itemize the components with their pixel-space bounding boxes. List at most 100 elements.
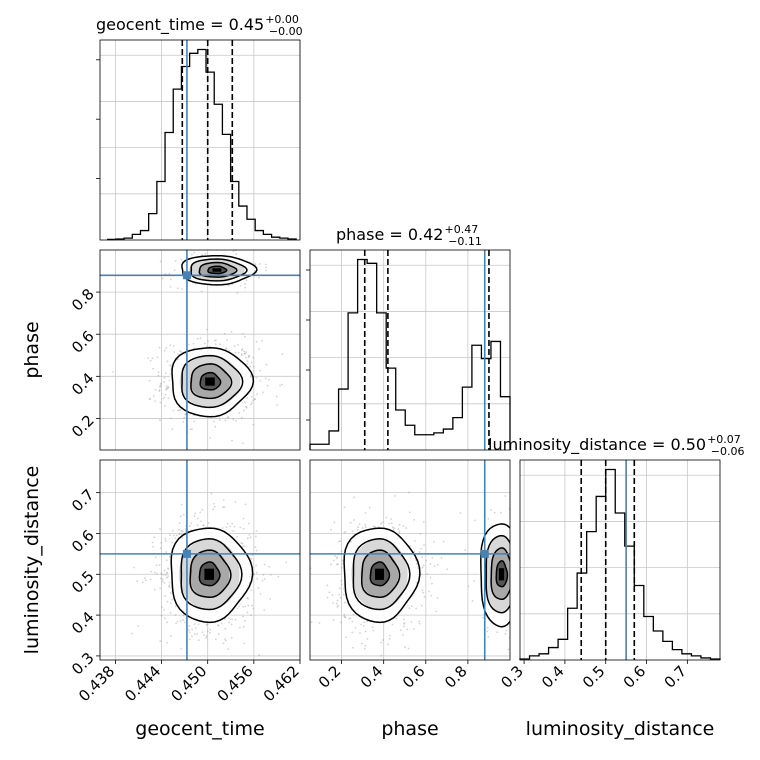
scatter-point (256, 577, 258, 580)
scatter-point (246, 396, 248, 399)
scatter-point (176, 358, 179, 361)
scatter-point (410, 620, 413, 623)
scatter-point (148, 398, 151, 401)
scatter-point (363, 647, 366, 650)
scatter-point (163, 376, 166, 379)
scatter-point (425, 559, 428, 562)
scatter-point (473, 579, 476, 582)
scatter-point (348, 617, 350, 620)
scatter-point (230, 636, 233, 639)
scatter-point (217, 633, 220, 635)
scatter-point (402, 525, 405, 527)
scatter-point (262, 391, 264, 394)
truth-marker (182, 549, 191, 558)
truth-marker (182, 271, 191, 280)
scatter-point (467, 585, 470, 588)
scatter-point (337, 604, 339, 607)
scatter-point (442, 540, 445, 543)
scatter-point (268, 378, 270, 381)
scatter-point (165, 559, 168, 562)
scatter-point (151, 541, 154, 544)
scatter-point (240, 542, 243, 544)
scatter-point (204, 252, 207, 255)
scatter-point (388, 522, 391, 525)
scatter-point (268, 565, 271, 568)
scatter-point (214, 638, 217, 641)
scatter-point (372, 525, 375, 528)
scatter-point (158, 390, 161, 393)
scatter-point (486, 630, 489, 633)
scatter-point (241, 416, 243, 419)
scatter-point (239, 626, 241, 629)
scatter-point (514, 560, 516, 562)
scatter-point (163, 608, 166, 611)
scatter-point (184, 528, 187, 530)
scatter-point (422, 564, 425, 567)
scatter-point (241, 542, 244, 545)
x-tick-label-geocent_time: 0.444 (121, 662, 164, 705)
scatter-point (258, 654, 261, 657)
scatter-point (208, 345, 211, 348)
title-prefix: phase = (336, 225, 408, 244)
scatter-point (516, 610, 518, 612)
scatter-point (529, 595, 531, 597)
scatter-point (330, 563, 332, 566)
scatter-point (193, 251, 195, 254)
title-upper: +0.07 (707, 433, 741, 446)
scatter-point (178, 532, 181, 535)
scatter-point (172, 467, 174, 469)
x-axis-label-geocent_time: geocent_time (135, 718, 264, 740)
scatter-point (281, 353, 284, 356)
contour-line (343, 527, 421, 624)
scatter-point (163, 396, 166, 399)
scatter-point (422, 520, 425, 523)
scatter-point (172, 345, 175, 347)
scatter-point (244, 283, 246, 285)
title-lower: −0.06 (711, 445, 745, 458)
scatter-point (332, 601, 334, 604)
scatter-point (336, 599, 339, 602)
scatter-point (181, 530, 184, 533)
scatter-point (188, 624, 191, 627)
scatter-point (168, 272, 171, 275)
scatter-point (152, 395, 155, 398)
scatter-point (224, 638, 226, 641)
x-tick-label-phase: 0.4 (357, 662, 387, 692)
scatter-point (381, 521, 384, 524)
scatter-point (258, 263, 261, 265)
scatter-point (179, 515, 182, 518)
contour-line (181, 254, 258, 286)
scatter-point (158, 564, 161, 566)
scatter-point (149, 397, 152, 400)
scatter-point (431, 556, 434, 559)
scatter-point (256, 393, 259, 396)
scatter-point (154, 556, 157, 559)
hist-panel-phase: phase = 0.42+0.47 −0.11 (306, 223, 511, 451)
scatter-point (221, 527, 224, 529)
scatter-point (224, 627, 227, 630)
scatter-point (187, 629, 190, 631)
title-median: 0.45 (229, 15, 265, 34)
scatter-point (366, 638, 369, 640)
scatter-point (421, 556, 423, 559)
scatter-point (513, 587, 515, 589)
scatter-point (232, 530, 235, 532)
scatter-point (258, 348, 260, 351)
scatter-point (525, 538, 527, 540)
scatter-point (166, 600, 169, 603)
scatter-point (188, 343, 190, 346)
scatter-point (464, 549, 467, 551)
scatter-point (236, 291, 239, 294)
scatter-point (239, 526, 242, 529)
scatter-point (512, 609, 514, 611)
density-peak (204, 568, 215, 580)
scatter-point (251, 604, 253, 607)
scatter-point (279, 384, 281, 387)
scatter-point (255, 549, 258, 552)
scatter-point (191, 628, 193, 631)
scatter-point (149, 359, 152, 362)
scatter-point (246, 537, 249, 540)
scatter-point (174, 605, 177, 608)
scatter-point (182, 619, 184, 621)
scatter-point (163, 569, 166, 572)
